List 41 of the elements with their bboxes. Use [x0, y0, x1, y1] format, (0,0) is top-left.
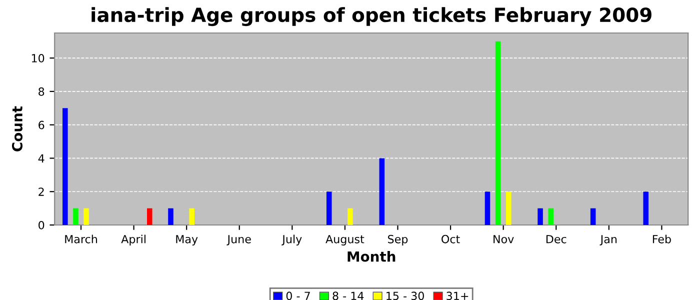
- bar: [643, 192, 649, 225]
- legend-label: 15 - 30: [386, 292, 424, 300]
- x-axis-title: Month: [348, 251, 396, 262]
- chart-title: iana-trip Age groups of open tickets February 2009: [92, 7, 652, 26]
- bar: [538, 208, 543, 225]
- bar: [348, 208, 353, 225]
- bar: [168, 208, 174, 225]
- x-tick-label: Sep: [388, 234, 408, 246]
- x-tick-label: Feb: [652, 234, 671, 244]
- x-tick-label: March: [65, 234, 97, 244]
- x-tick-label: Nov: [494, 235, 514, 244]
- bar: [379, 158, 385, 225]
- y-tick-label: 4: [38, 154, 44, 162]
- bar: [506, 192, 512, 225]
- bar: [62, 108, 68, 225]
- y-tick-label: 0: [38, 220, 44, 230]
- x-tick-label: April: [121, 234, 146, 246]
- bar: [189, 208, 194, 225]
- y-tick-label: 6: [38, 120, 44, 130]
- bar: [73, 208, 78, 225]
- bar: [146, 208, 152, 225]
- x-tick-label: Dec: [546, 235, 566, 244]
- bar: [548, 208, 554, 225]
- x-tick-label: Jan: [600, 235, 617, 246]
- x-tick-label: July: [282, 234, 302, 246]
- bar: [484, 192, 490, 225]
- x-tick-label: August: [326, 235, 364, 246]
- bar: [590, 208, 596, 225]
- x-tick-label: June: [226, 235, 251, 246]
- legend-label: 31+: [446, 292, 468, 300]
- bar: [326, 192, 332, 225]
- y-tick-label: 2: [38, 188, 44, 196]
- y-tick-label: 10: [32, 54, 44, 62]
- legend-label: 8 - 14: [332, 292, 364, 300]
- bar: [84, 208, 89, 225]
- bar: [495, 41, 501, 225]
- x-tick-label: Oct: [442, 234, 460, 244]
- legend-label: 0 - 7: [286, 292, 310, 300]
- y-tick-label: 8: [38, 87, 44, 96]
- x-tick-label: May: [176, 235, 198, 246]
- y-axis-title: Count: [12, 106, 22, 152]
